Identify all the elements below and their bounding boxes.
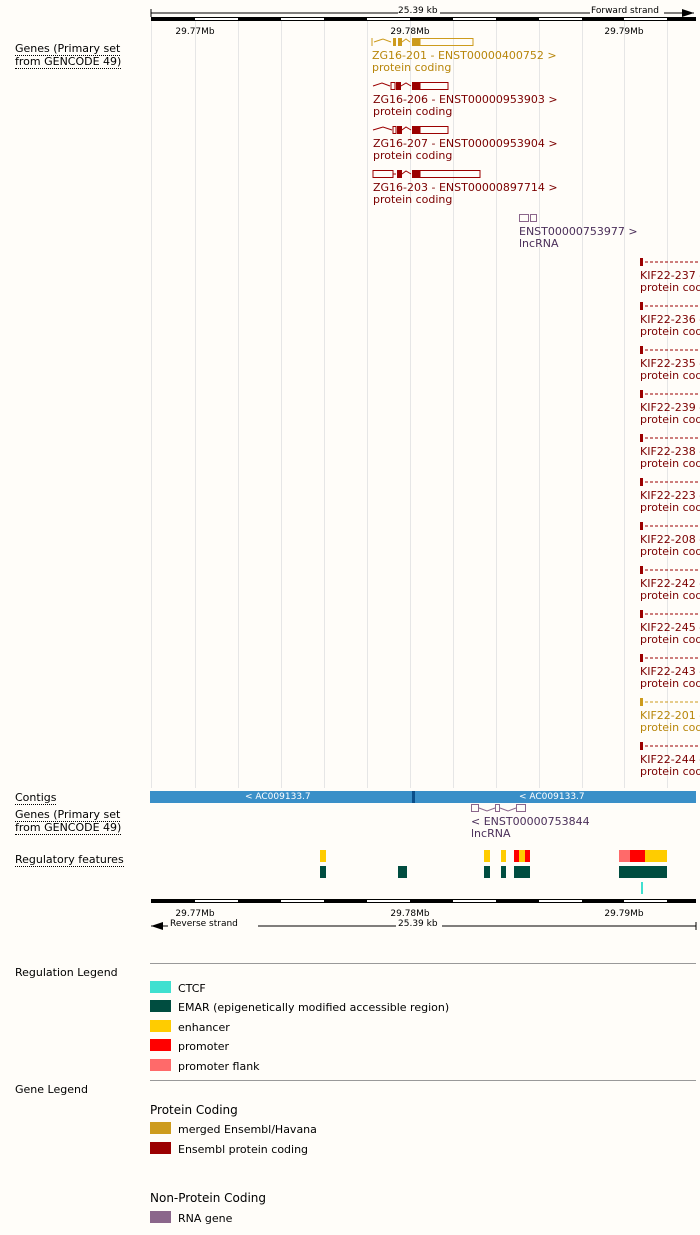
regulation-legend-title: Regulation Legend xyxy=(15,966,118,979)
legend-label: EMAR (epigenetically modified accessible… xyxy=(178,1001,449,1014)
divider xyxy=(150,963,696,964)
legend-label: promoter flank xyxy=(178,1060,260,1073)
legend-heading: Non-Protein Coding xyxy=(150,1191,266,1205)
legend-swatch-enhancer xyxy=(150,1020,171,1032)
gene-legend-title: Gene Legend xyxy=(15,1083,88,1096)
legend-swatch-ctcf xyxy=(150,981,171,993)
legend-label: enhancer xyxy=(178,1021,230,1034)
divider xyxy=(150,1080,696,1081)
ruler-tick-label: 29.77Mb xyxy=(175,909,214,919)
legend-swatch-promoter xyxy=(150,1039,171,1051)
scale-length-label: 25.39 kb xyxy=(398,919,438,929)
legend-swatch-rna xyxy=(150,1211,171,1223)
ruler-tick-label: 29.78Mb xyxy=(390,909,429,919)
legend-label: CTCF xyxy=(178,982,206,995)
legend-swatch-ensembl xyxy=(150,1142,171,1154)
legend-label: RNA gene xyxy=(178,1212,232,1225)
legend-label: merged Ensembl/Havana xyxy=(178,1123,317,1136)
legend-swatch-promoter-flank xyxy=(150,1059,171,1071)
bottom-scale-lines xyxy=(0,0,700,935)
legend-label: Ensembl protein coding xyxy=(178,1143,308,1156)
legend-label: promoter xyxy=(178,1040,229,1053)
ruler-tick-label: 29.79Mb xyxy=(604,909,643,919)
legend-swatch-merged xyxy=(150,1122,171,1134)
legend-swatch-emar xyxy=(150,1000,171,1012)
reverse-strand-label: Reverse strand xyxy=(170,919,238,929)
legend-heading: Protein Coding xyxy=(150,1103,238,1117)
